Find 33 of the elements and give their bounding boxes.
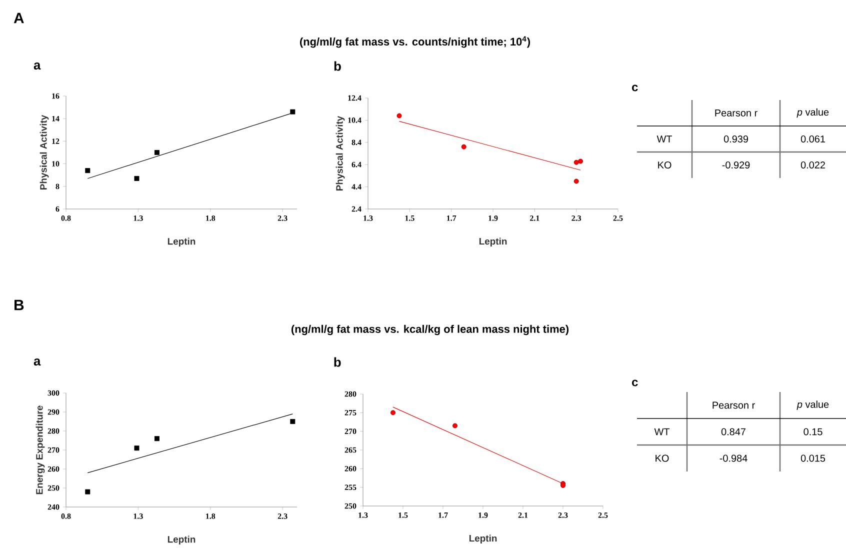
data-label: 0.847: [721, 428, 746, 436]
text: B: [14, 300, 24, 310]
text: (ng/ml/g fat mass vs. counts/night time; 10$^{4}$): [300, 36, 530, 48]
x-tick-label: p value: [796, 108, 829, 118]
x-tick-label: Pearson r: [712, 402, 755, 409]
y-tick-label: KO: [656, 454, 669, 462]
y-tick-label: WT: [654, 428, 670, 436]
y-tick-label: WT: [656, 136, 672, 142]
x-tick-label: p value: [796, 400, 829, 410]
y-axis-title: Physical Activity: [336, 116, 345, 190]
x-axis-title: Leptin: [479, 238, 507, 247]
data-label: 0.15: [804, 428, 822, 436]
data-label: -0.984: [720, 454, 748, 462]
chart-title: b: [334, 61, 341, 71]
text: A: [14, 12, 24, 24]
y-axis-title: Physical Activity: [40, 114, 49, 190]
x-tick-label: Pearson r: [715, 110, 758, 116]
x-axis-title: Leptin: [168, 536, 196, 545]
data-label: 0.015: [800, 454, 826, 462]
data-label: 0.022: [800, 161, 825, 169]
chart-title: b: [334, 357, 341, 367]
data-label: 0.939: [724, 135, 748, 143]
text: (ng/ml/g fat mass vs. kcal/kg of lean mass night time): [291, 324, 569, 336]
data-label: -0.929: [722, 161, 750, 169]
chart-title: c: [632, 380, 638, 386]
chart-title: c: [632, 84, 638, 92]
y-axis-title: Energy Expenditure: [36, 406, 45, 494]
chart-title: a: [34, 62, 41, 70]
x-axis-title: Leptin: [469, 534, 497, 544]
y-tick-label: KO: [658, 161, 672, 169]
x-axis-title: Leptin: [168, 238, 196, 247]
chart-title: a: [34, 358, 41, 366]
data-label: 0.061: [800, 135, 825, 143]
